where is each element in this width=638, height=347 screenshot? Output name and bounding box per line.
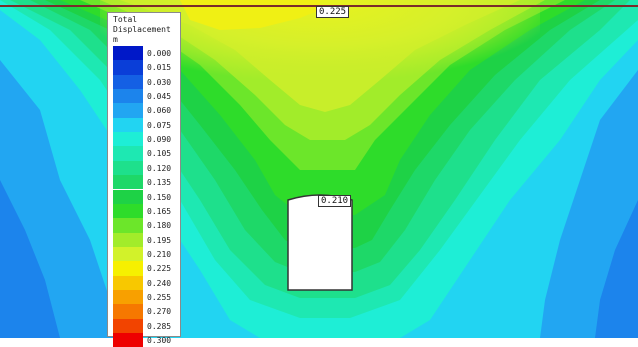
legend-row: 0.180: [113, 218, 177, 233]
legend-swatch: [113, 146, 143, 161]
legend-value: 0.090: [147, 135, 172, 145]
legend-row: 0.195: [113, 232, 177, 247]
legend-swatch: [113, 232, 143, 247]
legend-swatch: [113, 103, 143, 118]
tunnel-displacement-callout: 0.210: [318, 195, 352, 207]
legend-row: 0.300: [113, 333, 177, 347]
legend-row: 0.240: [113, 275, 177, 290]
legend-row: 0.045: [113, 89, 177, 104]
legend-value: 0.210: [147, 249, 172, 259]
legend-row: 0.075: [113, 117, 177, 133]
legend-swatch: [113, 289, 143, 305]
legend-value: 0.180: [147, 221, 172, 231]
legend-row: 0.270: [113, 304, 177, 319]
legend-row: 0.060: [113, 103, 177, 118]
legend-swatch: [113, 261, 143, 276]
legend-value: 0.225: [147, 264, 172, 274]
legend-swatch: [113, 74, 143, 90]
legend-value: 0.135: [147, 178, 172, 188]
legend-swatch: [113, 333, 143, 347]
legend-value: 0.120: [147, 163, 172, 173]
legend-value: 0.270: [147, 307, 172, 317]
legend-swatch: [113, 275, 143, 290]
legend-row: 0.285: [113, 318, 177, 333]
legend-swatch: [113, 160, 143, 176]
legend-row: 0.000: [113, 46, 177, 61]
legend-value: 0.255: [147, 292, 172, 302]
legend-swatch: [113, 318, 143, 333]
legend-swatch: [113, 46, 143, 61]
legend-row: 0.210: [113, 246, 177, 262]
legend-row: 0.015: [113, 60, 177, 75]
legend-value: 0.285: [147, 321, 172, 331]
tunnel-opening: [287, 194, 353, 291]
legend-row: 0.120: [113, 160, 177, 176]
legend-value: 0.075: [147, 120, 172, 130]
contour-band-0.225: [180, 0, 320, 30]
legend-value: 0.165: [147, 206, 172, 216]
legend-swatch: [113, 304, 143, 319]
displacement-contour-plot: [0, 0, 638, 338]
legend-value: 0.045: [147, 92, 172, 102]
contour-band-0.045: [0, 180, 60, 338]
legend-swatch: [113, 218, 143, 233]
legend-row: 0.030: [113, 74, 177, 90]
legend-value: 0.030: [147, 77, 172, 87]
legend-swatch: [113, 132, 143, 147]
legend-row: 0.255: [113, 289, 177, 305]
legend-row: 0.225: [113, 261, 177, 276]
legend-value: 0.000: [147, 49, 172, 58]
legend-swatch: [113, 246, 143, 262]
displacement-legend: Total Displacement m 0.000 0.015 0.030 0.04…: [107, 12, 181, 347]
legend-swatch: [113, 203, 143, 219]
legend-value: 0.195: [147, 235, 172, 245]
legend-value: 0.105: [147, 149, 172, 159]
legend-swatch: [113, 60, 143, 75]
legend-value: 0.015: [147, 63, 172, 73]
legend-swatch: [113, 117, 143, 133]
legend-swatch: [113, 189, 143, 204]
contour-band-0.045-right: [595, 200, 638, 338]
legend-swatch: [113, 175, 143, 190]
legend-value: 0.150: [147, 192, 172, 202]
legend-value: 0.060: [147, 106, 172, 116]
legend-row: 0.090: [113, 132, 177, 147]
max-displacement-callout: 0.225: [316, 6, 350, 18]
legend-swatch: [113, 89, 143, 104]
legend-row: 0.105: [113, 146, 177, 161]
legend-title: Total Displacement m: [113, 15, 171, 44]
legend-value: 0.300: [147, 336, 172, 345]
legend-value: 0.240: [147, 278, 172, 288]
legend-row: 0.135: [113, 175, 177, 190]
legend-row: 0.165: [113, 203, 177, 219]
legend-row: 0.150: [113, 189, 177, 204]
